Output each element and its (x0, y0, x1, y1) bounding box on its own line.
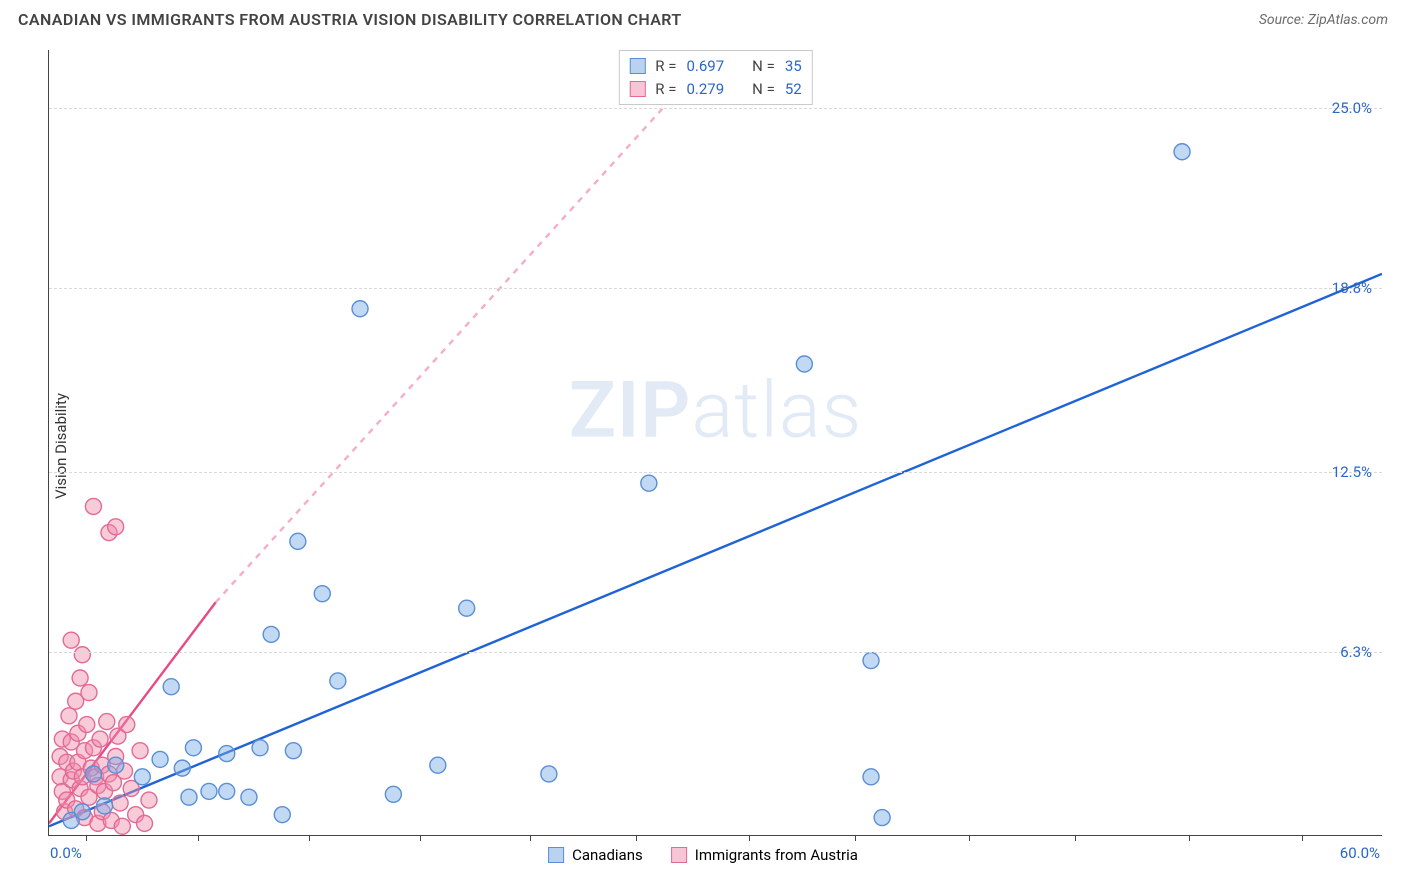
legend-label-canadians: Canadians (572, 846, 643, 864)
data-point-canadians (541, 766, 557, 782)
gridline (49, 472, 1382, 473)
data-point-canadians (641, 475, 657, 491)
data-point-canadians (108, 757, 124, 773)
swatch-canadians-icon (629, 58, 645, 74)
data-point-immigrants_austria (63, 632, 79, 648)
x-tick (1075, 835, 1076, 841)
data-point-canadians (874, 810, 890, 826)
x-axis-min-label: 0.0% (50, 844, 82, 862)
x-tick (530, 835, 531, 841)
data-point-canadians (134, 769, 150, 785)
data-point-immigrants_austria (137, 815, 153, 831)
data-point-canadians (174, 760, 190, 776)
n-label: N = (752, 78, 775, 101)
data-point-immigrants_austria (61, 708, 77, 724)
x-tick (309, 835, 310, 841)
data-point-canadians (352, 301, 368, 317)
trendline-immigrants-dashed (216, 50, 716, 602)
legend-label-immigrants: Immigrants from Austria (695, 846, 858, 864)
swatch-canadians-icon (548, 847, 564, 863)
r-value-immigrants: 0.279 (686, 78, 724, 101)
data-point-immigrants_austria (112, 795, 128, 811)
data-point-canadians (85, 766, 101, 782)
legend-stats-row-immigrants: R = 0.279 N = 52 (629, 78, 801, 101)
swatch-immigrants-icon (671, 847, 687, 863)
data-point-immigrants_austria (72, 670, 88, 686)
data-point-canadians (385, 786, 401, 802)
n-label: N = (752, 55, 775, 78)
data-point-canadians (219, 746, 235, 762)
y-tick-label: 12.5% (1332, 463, 1372, 481)
watermark: ZIPatlas (569, 366, 862, 457)
y-tick-label: 18.8% (1332, 279, 1372, 297)
data-point-immigrants_austria (132, 743, 148, 759)
data-point-canadians (152, 751, 168, 767)
legend-item-canadians: Canadians (548, 846, 643, 864)
legend-item-immigrants: Immigrants from Austria (671, 846, 858, 864)
data-point-immigrants_austria (119, 717, 135, 733)
gridline (49, 288, 1382, 289)
data-point-immigrants_austria (81, 685, 97, 701)
data-point-canadians (185, 740, 201, 756)
source-prefix: Source: (1259, 12, 1308, 28)
r-label: R = (655, 55, 676, 78)
legend-stats-row-canadians: R = 0.697 N = 35 (629, 55, 801, 78)
watermark-rest: atlas (691, 366, 862, 457)
y-tick-label: 6.3% (1340, 643, 1372, 661)
y-tick-label: 25.0% (1332, 99, 1372, 117)
r-label: R = (655, 78, 676, 101)
n-value-immigrants: 52 (785, 78, 802, 101)
legend-stats-box: R = 0.697 N = 35 R = 0.279 N = 52 (618, 50, 812, 105)
data-point-canadians (252, 740, 268, 756)
x-tick (749, 835, 750, 841)
data-point-canadians (263, 626, 279, 642)
x-tick (86, 835, 87, 841)
data-point-canadians (314, 586, 330, 602)
swatch-immigrants-icon (629, 81, 645, 97)
data-point-immigrants_austria (114, 818, 130, 834)
x-tick (420, 835, 421, 841)
trendline-canadians (49, 274, 1382, 826)
x-tick (198, 835, 199, 841)
n-value-canadians: 35 (785, 55, 802, 78)
data-point-canadians (219, 783, 235, 799)
x-tick (636, 835, 637, 841)
data-point-immigrants_austria (108, 519, 124, 535)
data-point-immigrants_austria (85, 498, 101, 514)
data-point-canadians (430, 757, 446, 773)
data-point-immigrants_austria (141, 792, 157, 808)
gridline (49, 652, 1382, 653)
data-point-canadians (241, 789, 257, 805)
source-attribution: Source: ZipAtlas.com (1259, 12, 1388, 28)
r-value-canadians: 0.697 (686, 55, 724, 78)
x-tick (1189, 835, 1190, 841)
data-point-canadians (163, 679, 179, 695)
x-tick (969, 835, 970, 841)
data-point-canadians (201, 783, 217, 799)
source-name: ZipAtlas.com (1308, 12, 1388, 28)
gridline (49, 108, 1382, 109)
chart-title: CANADIAN VS IMMIGRANTS FROM AUSTRIA VISI… (18, 10, 682, 29)
data-point-canadians (285, 743, 301, 759)
data-point-canadians (863, 653, 879, 669)
legend-bottom: Canadians Immigrants from Austria (548, 846, 858, 864)
data-point-canadians (290, 533, 306, 549)
data-point-canadians (181, 789, 197, 805)
data-point-immigrants_austria (92, 731, 108, 747)
data-point-canadians (1174, 144, 1190, 160)
chart-plot-area: R = 0.697 N = 35 R = 0.279 N = 52 ZIPatl… (48, 50, 1382, 836)
data-point-canadians (459, 600, 475, 616)
data-point-canadians (330, 673, 346, 689)
data-point-canadians (97, 798, 113, 814)
data-point-immigrants_austria (99, 714, 115, 730)
data-point-canadians (74, 804, 90, 820)
data-point-immigrants_austria (74, 647, 90, 663)
data-point-canadians (863, 769, 879, 785)
x-tick (1302, 835, 1303, 841)
x-axis-max-label: 60.0% (1340, 844, 1380, 862)
watermark-bold: ZIP (569, 366, 692, 457)
x-tick (855, 835, 856, 841)
data-point-immigrants_austria (79, 717, 95, 733)
data-point-canadians (274, 807, 290, 823)
